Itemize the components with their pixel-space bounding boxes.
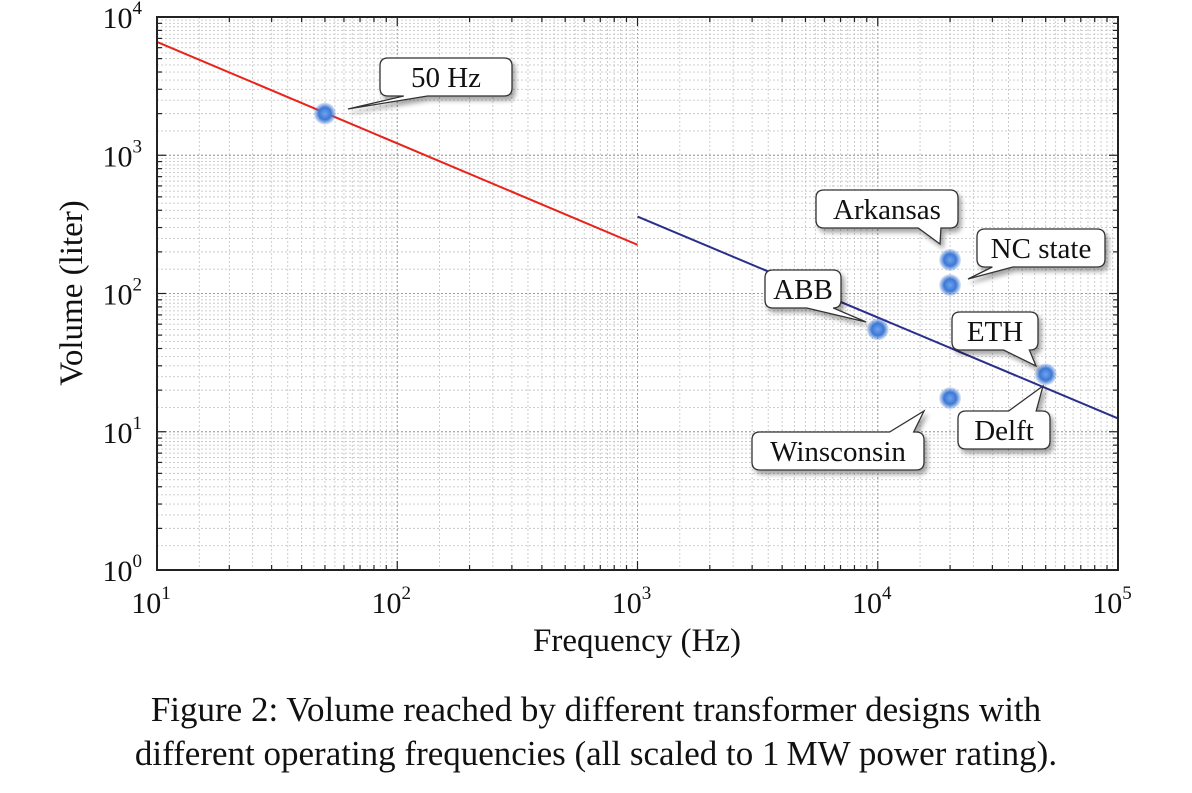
callout-label-eth: ETH [967, 316, 1023, 348]
callout-box [815, 189, 959, 246]
callout-box [957, 384, 1051, 450]
callout-label-nc-state: NC state [991, 233, 1092, 265]
y-tick-label: 100 [103, 551, 143, 588]
callout-label-arkansas: Arkansas [833, 194, 941, 226]
callout-box [967, 228, 1106, 280]
figure-caption: Figure 2: Volume reached by different tr… [0, 688, 1192, 776]
callout-delft [957, 384, 1051, 450]
callout-50-hz [347, 57, 513, 110]
trend-line-1 [156, 40, 638, 246]
callout-label-abb: ABB [773, 274, 833, 306]
caption-line-1: Figure 2: Volume reached by different tr… [150, 690, 1042, 729]
x-tick-label: 104 [852, 583, 892, 620]
callout-box [951, 311, 1039, 368]
x-axis-label: Frequency (Hz) [533, 623, 741, 659]
grid [157, 17, 1118, 570]
data-point [1034, 363, 1057, 386]
callout-label-winsconsin: Winsconsin [770, 436, 906, 468]
callout-box [764, 269, 867, 323]
y-tick-label: 101 [103, 413, 143, 450]
callout-arkansas [815, 189, 959, 246]
y-tick-label: 104 [103, 0, 143, 35]
callout-winsconsin [751, 409, 926, 471]
y-tick-label: 102 [103, 275, 143, 312]
x-tick-label: 101 [131, 583, 171, 620]
callouts: 50 Hz Arkansas NC state ABB ETH Delft Winscons… [347, 57, 1106, 471]
callout-nc-state [967, 228, 1106, 280]
callout-box [347, 57, 513, 110]
x-tick-label: 102 [372, 583, 412, 620]
chart: 50 Hz Arkansas NC state ABB ETH Delft Winscons… [54, 0, 1132, 659]
data-point [866, 318, 889, 341]
y-axis-label: Volume (liter) [54, 200, 90, 385]
axis-ticks [156, 17, 1118, 571]
callout-label-delft: Delft [974, 415, 1034, 447]
data-points [313, 102, 1057, 410]
data-point [939, 387, 962, 410]
data-point [939, 248, 962, 271]
trend-lines [156, 40, 1119, 420]
callout-eth [951, 311, 1039, 368]
data-point [313, 102, 336, 125]
data-point [939, 274, 962, 297]
caption-line-2: different operating frequencies (all sca… [134, 734, 1058, 773]
x-tick-label: 105 [1092, 583, 1132, 620]
callout-label-50-hz: 50 Hz [411, 62, 481, 94]
callout-abb [764, 269, 867, 323]
y-tick-label: 103 [103, 136, 143, 173]
trend-line-2 [637, 215, 1119, 420]
x-tick-label: 103 [612, 583, 652, 620]
callout-box [751, 409, 926, 471]
